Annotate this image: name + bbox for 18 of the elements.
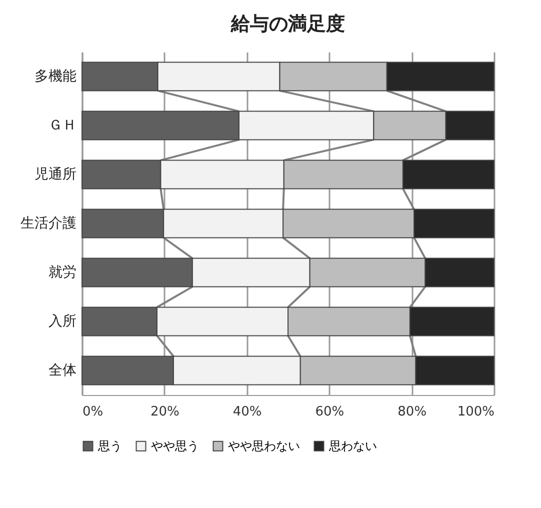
y-tick-label: 多機能: [34, 68, 76, 84]
y-tick-label: 全体: [48, 362, 76, 378]
legend-label: 思わない: [328, 439, 377, 454]
y-tick-label: 児通所: [34, 166, 76, 182]
x-tick-label: 20%: [150, 404, 180, 420]
x-tick-label: 60%: [315, 404, 344, 420]
x-tick-label: 100%: [457, 404, 494, 420]
x-tick-label: 80%: [398, 404, 427, 420]
legend-label: やや思わない: [228, 439, 300, 454]
y-tick-label: 生活介護: [20, 216, 76, 232]
y-tick-label: ＧＨ: [48, 118, 76, 134]
chart-title: 給与の満足度: [230, 13, 345, 35]
y-tick-label: 入所: [48, 314, 76, 330]
y-tick-label: 就労: [48, 264, 76, 280]
x-tick-label: 40%: [232, 404, 262, 420]
x-tick-label: 0%: [82, 404, 104, 420]
legend-label: 思う: [97, 439, 122, 454]
legend-label: やや思う: [151, 439, 199, 454]
